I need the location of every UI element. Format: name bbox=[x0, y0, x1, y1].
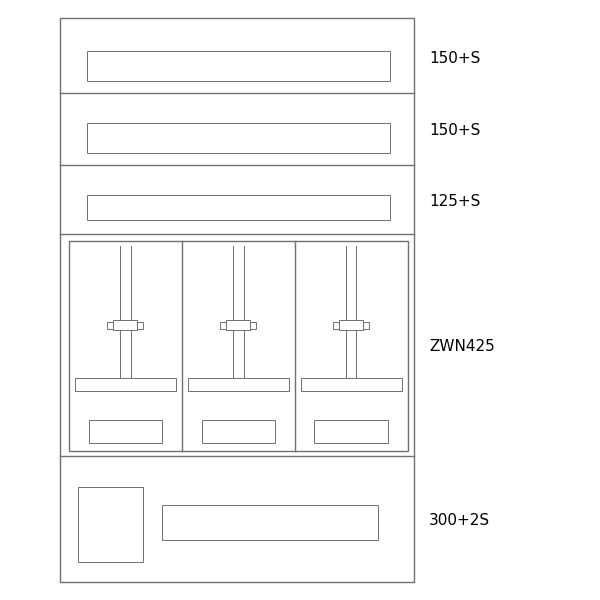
Bar bbox=[301, 378, 402, 391]
Bar bbox=[87, 123, 390, 153]
Text: ZWN425: ZWN425 bbox=[429, 339, 495, 354]
Bar bbox=[202, 420, 275, 443]
Bar bbox=[113, 320, 137, 330]
Bar bbox=[226, 320, 250, 330]
Bar bbox=[75, 378, 176, 391]
Text: 150+S: 150+S bbox=[429, 51, 481, 66]
Bar bbox=[69, 241, 408, 451]
Bar bbox=[250, 322, 256, 329]
Bar bbox=[314, 420, 388, 443]
Bar bbox=[78, 487, 143, 562]
Bar bbox=[107, 322, 113, 329]
Bar bbox=[339, 320, 363, 330]
Bar bbox=[188, 378, 289, 391]
Bar bbox=[87, 51, 390, 81]
Text: 150+S: 150+S bbox=[429, 123, 481, 138]
Bar bbox=[220, 322, 226, 329]
Text: 125+S: 125+S bbox=[429, 193, 481, 208]
Text: 300+2S: 300+2S bbox=[429, 513, 490, 528]
Bar bbox=[333, 322, 339, 329]
Bar bbox=[363, 322, 369, 329]
Bar bbox=[60, 18, 414, 582]
Bar bbox=[162, 505, 378, 540]
Bar bbox=[89, 420, 162, 443]
Bar bbox=[137, 322, 143, 329]
Bar bbox=[87, 195, 390, 220]
